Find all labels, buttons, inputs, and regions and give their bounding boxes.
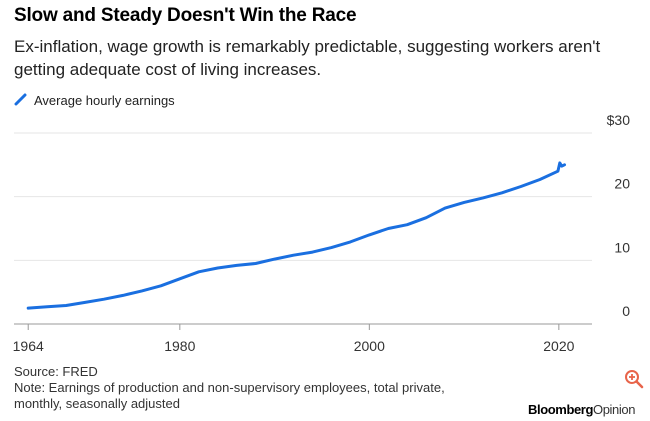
line-swatch-icon	[14, 92, 28, 109]
brand-logo: BloombergOpinion	[528, 402, 635, 417]
brand-name: Bloomberg	[528, 402, 594, 417]
legend-label: Average hourly earnings	[34, 93, 175, 108]
chart-subtitle: Ex-inflation, wage growth is remarkably …	[14, 37, 601, 79]
y-tick-label: 20	[614, 176, 630, 192]
y-tick-label: 0	[622, 303, 630, 319]
footnote: Note: Earnings of production and non-sup…	[14, 380, 445, 411]
series-layer	[26, 161, 566, 310]
zoom-in-icon[interactable]	[622, 367, 646, 391]
series-line-0	[26, 161, 566, 310]
source-note: Source: FRED	[14, 364, 98, 379]
x-tick-label: 1964	[13, 338, 44, 354]
chart-title: Slow and Steady Doesn't Win the Race	[14, 5, 357, 26]
x-tick-label: 1980	[164, 338, 195, 354]
x-tick-labels: 1964 1980 2000 2020	[13, 338, 575, 354]
x-tick-label: 2020	[543, 338, 574, 354]
axes	[14, 323, 592, 330]
y-tick-label: $30	[607, 112, 631, 128]
y-tick-labels: 0 10 20 $30	[607, 112, 631, 319]
x-tick-label: 2000	[354, 338, 385, 354]
footer: Source: FRED Note: Earnings of productio…	[14, 364, 494, 412]
y-tick-label: 10	[614, 239, 630, 255]
legend: Average hourly earnings	[14, 92, 175, 109]
brand-section: Opinion	[593, 402, 636, 417]
gridlines	[14, 132, 592, 261]
